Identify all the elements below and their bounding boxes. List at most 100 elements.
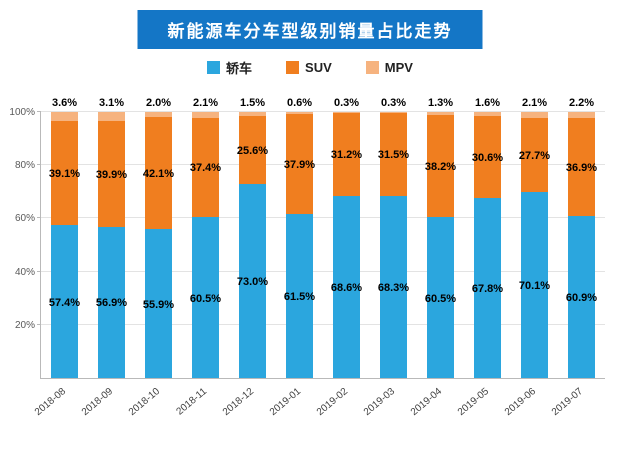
bar-value-label: 2.1% [192, 97, 219, 109]
bar-segment-0 [192, 217, 219, 378]
bar-segment-2 [474, 112, 501, 117]
bar-value-label: 31.5% [377, 149, 410, 162]
bar-value-label: 60.5% [424, 292, 457, 305]
legend-swatch-icon [365, 61, 379, 74]
legend-item-1: SUV [286, 60, 332, 75]
bar-value-label: 42.1% [142, 168, 175, 181]
bar-segment-0 [474, 197, 501, 378]
bar-segment-0 [98, 226, 125, 378]
bar-value-label: 38.2% [424, 161, 457, 174]
bar-value-label: 39.9% [95, 168, 128, 181]
bar-segment-2 [380, 112, 407, 113]
bar-segment-2 [192, 112, 219, 118]
y-tick-mark [37, 270, 41, 272]
y-tick-mark [37, 217, 41, 219]
gridline [41, 164, 605, 166]
chart-legend: 轿车 SUV MPV [0, 58, 620, 77]
bar-value-label: 3.6% [51, 97, 78, 109]
bar-value-label: 60.5% [189, 292, 222, 305]
bar-value-label: 1.6% [474, 97, 501, 109]
bar-value-label: 68.3% [377, 282, 410, 295]
bar-value-label: 30.6% [471, 151, 504, 164]
bar-segment-2 [98, 112, 125, 121]
bar-value-label: 56.9% [95, 297, 128, 310]
gridline [41, 217, 605, 219]
y-tick-label: 80% [14, 160, 35, 172]
gridline [41, 323, 605, 325]
gridline [41, 270, 605, 272]
bar-value-label: 57.4% [48, 296, 81, 309]
bar-segment-2 [568, 112, 595, 118]
bar-segment-2 [427, 112, 454, 116]
bar-value-label: 37.4% [189, 162, 222, 175]
bar-value-label: 37.9% [283, 159, 316, 172]
bar-value-label: 3.1% [98, 97, 125, 109]
bar-value-label: 36.9% [565, 161, 598, 174]
bar-value-label: 1.5% [239, 97, 266, 109]
bar-segment-1 [51, 121, 78, 226]
chart-title: 新能源车分车型级别销量占比走势 [167, 22, 453, 41]
legend-label: 轿车 [226, 61, 253, 76]
bar-segment-0 [286, 214, 313, 378]
bar-value-label: 27.7% [518, 149, 551, 162]
bar-segment-1 [192, 117, 219, 218]
bar-segment-2 [51, 112, 78, 122]
bar-value-label: 2.0% [145, 97, 172, 109]
bar-value-label: 73.0% [236, 275, 269, 288]
y-tick-label: 40% [14, 266, 35, 278]
bar-value-label: 67.8% [471, 282, 504, 295]
bar-segment-1 [145, 117, 172, 230]
bar-value-label: 2.1% [521, 97, 548, 109]
bar-value-label: 25.6% [236, 144, 269, 157]
legend-item-2: MPV [365, 60, 413, 75]
bar-segment-1 [568, 117, 595, 217]
bar-value-label: 55.9% [142, 298, 175, 311]
y-tick-label: 20% [14, 319, 35, 331]
bar-value-label: 1.3% [427, 97, 454, 109]
bar-segment-0 [51, 225, 78, 378]
bar-segment-0 [380, 196, 407, 378]
bar-value-label: 60.9% [565, 292, 598, 305]
bar-segment-1 [286, 113, 313, 215]
bar-value-label: 39.1% [48, 168, 81, 181]
bar-segment-1 [427, 115, 454, 218]
y-tick-mark [37, 323, 41, 325]
bar-segment-1 [333, 112, 360, 196]
bar-segment-0 [521, 191, 548, 378]
bar-segment-0 [333, 195, 360, 378]
bar-segment-0 [239, 183, 266, 378]
bar-segment-2 [145, 112, 172, 118]
gridline [41, 111, 605, 112]
bar-segment-0 [427, 217, 454, 378]
bar-value-label: 0.3% [333, 97, 360, 109]
y-tick-label: 100% [9, 107, 35, 118]
bar-segment-1 [239, 115, 266, 184]
legend-item-0: 轿车 [207, 58, 252, 77]
legend-swatch-icon [207, 61, 221, 74]
bar-segment-1 [380, 112, 407, 197]
legend-label: MPV [384, 60, 413, 75]
bar-value-label: 61.5% [283, 291, 316, 304]
bar-value-label: 0.3% [380, 97, 407, 109]
bar-segment-2 [286, 112, 313, 114]
bar-segment-2 [521, 112, 548, 118]
chart-title-banner: 新能源车分车型级别销量占比走势 [137, 10, 483, 49]
y-tick-label: 60% [14, 213, 35, 225]
bar-value-label: 70.1% [518, 279, 551, 292]
bar-segment-1 [521, 117, 548, 192]
legend-swatch-icon [286, 61, 300, 74]
bar-segment-1 [98, 120, 125, 227]
legend-label: SUV [305, 60, 332, 75]
bar-value-label: 0.6% [286, 97, 313, 109]
bar-segment-1 [474, 116, 501, 198]
bar-segment-2 [333, 112, 360, 113]
bar-segment-0 [145, 229, 172, 378]
y-tick-mark [37, 111, 41, 112]
bar-segment-2 [239, 112, 266, 116]
y-tick-mark [37, 164, 41, 166]
plot-area: 20% 40% 60% 80% 100% 57.4% 39.1% 3.6% 2018-08 56.… [9, 97, 605, 418]
bar-value-label: 31.2% [330, 149, 363, 162]
bar-value-label: 68.6% [330, 281, 363, 294]
bar-segment-0 [568, 216, 595, 378]
